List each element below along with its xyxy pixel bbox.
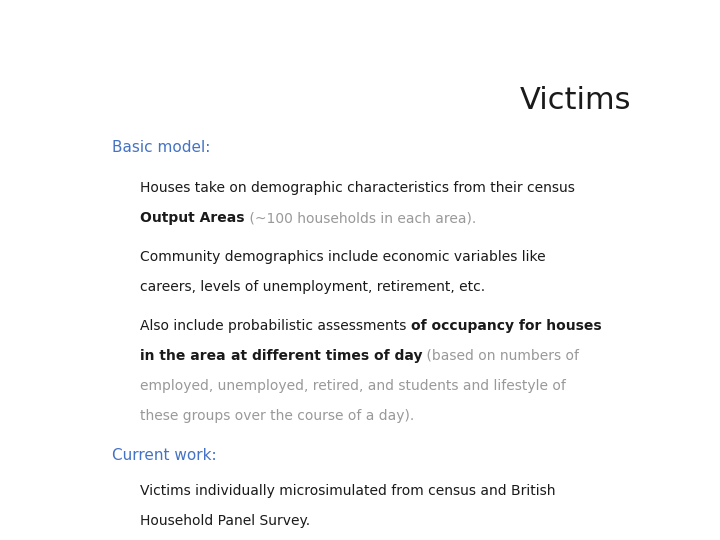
Text: at different times of day: at different times of day [230, 349, 422, 363]
Text: Also include probabilistic assessments: Also include probabilistic assessments [140, 319, 411, 333]
Text: Household Panel Survey.: Household Panel Survey. [140, 514, 310, 528]
Text: careers, levels of unemployment, retirement, etc.: careers, levels of unemployment, retirem… [140, 280, 485, 294]
Text: Current work:: Current work: [112, 448, 217, 463]
Text: Community demographics include economic variables like: Community demographics include economic … [140, 250, 546, 264]
Text: Basic model:: Basic model: [112, 140, 211, 154]
Text: (~100 households in each area).: (~100 households in each area). [245, 211, 476, 225]
Text: Houses take on demographic characteristics from their census: Houses take on demographic characteristi… [140, 181, 575, 195]
Text: employed, unemployed, retired, and students and lifestyle of: employed, unemployed, retired, and stude… [140, 379, 566, 393]
Text: Victims individually microsimulated from census and British: Victims individually microsimulated from… [140, 484, 556, 497]
Text: Output Areas: Output Areas [140, 211, 245, 225]
Text: of occupancy for houses: of occupancy for houses [411, 319, 602, 333]
Text: these groups over the course of a day).: these groups over the course of a day). [140, 409, 415, 423]
Text: Victims: Victims [520, 85, 631, 114]
Text: in the area: in the area [140, 349, 230, 363]
Text: (based on numbers of: (based on numbers of [422, 349, 579, 363]
